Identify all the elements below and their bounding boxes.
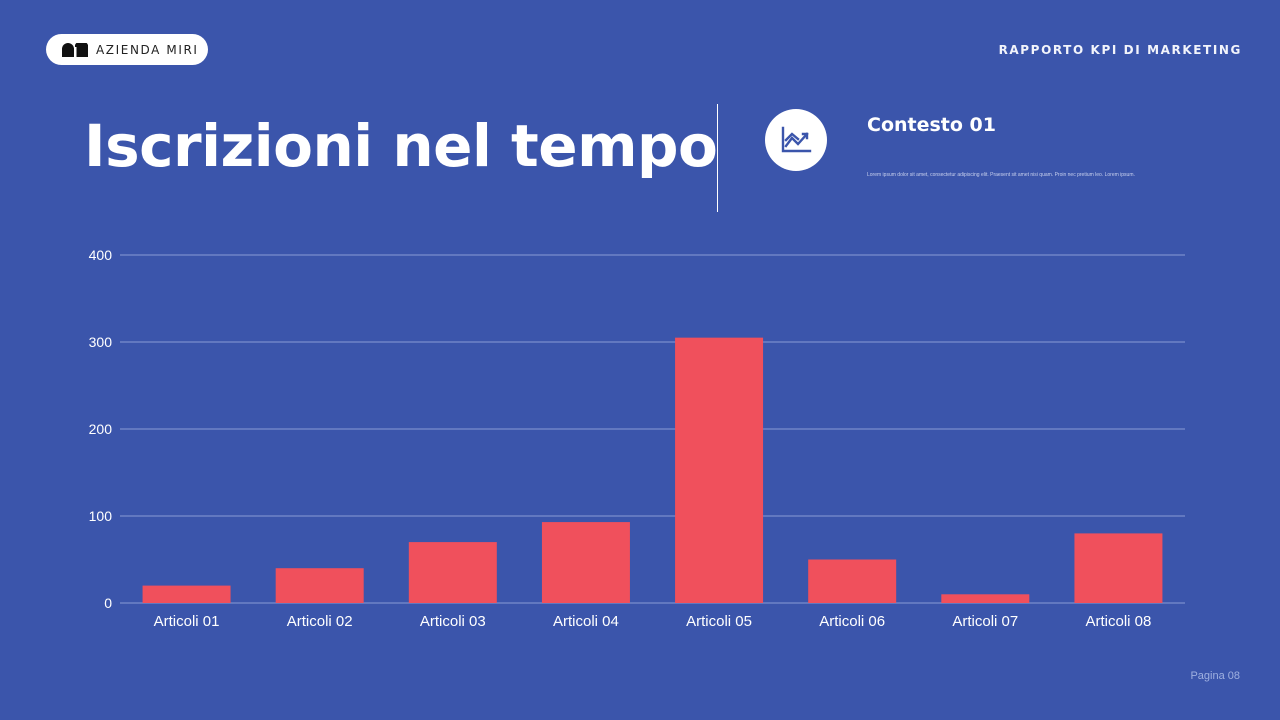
x-tick-label: Articoli 03	[420, 613, 486, 630]
bar	[675, 337, 764, 603]
bar	[408, 542, 497, 603]
x-tick-label: Articoli 06	[819, 613, 885, 630]
y-tick-label: 200	[89, 421, 113, 437]
brand-badge: AZIENDA MIRI	[46, 34, 208, 65]
y-tick-label: 400	[89, 247, 113, 263]
y-tick-label: 300	[89, 334, 113, 350]
x-tick-label: Articoli 01	[154, 613, 220, 630]
page-number: Pagina 08	[1190, 670, 1240, 682]
x-tick-label: Articoli 08	[1086, 613, 1152, 630]
brand-logo-icon	[62, 42, 88, 57]
bar	[808, 559, 897, 603]
bar	[142, 585, 231, 603]
bar	[1074, 533, 1163, 603]
bar	[941, 594, 1030, 603]
x-tick-label: Articoli 05	[686, 613, 752, 630]
bar	[541, 522, 630, 603]
y-tick-label: 0	[104, 595, 112, 611]
context-description: Lorem ipsum dolor sit amet, consectetur …	[867, 172, 1135, 178]
report-title: RAPPORTO KPI DI MARKETING	[998, 43, 1242, 57]
y-tick-label: 100	[89, 508, 113, 524]
bar	[275, 568, 364, 603]
x-tick-label: Articoli 02	[287, 613, 353, 630]
brand-name: AZIENDA MIRI	[96, 42, 199, 57]
context-title: Contesto 01	[867, 114, 996, 136]
x-tick-label: Articoli 07	[952, 613, 1018, 630]
line-chart-icon	[781, 126, 812, 153]
context-icon-badge	[765, 109, 827, 171]
x-tick-label: Articoli 04	[553, 613, 619, 630]
page-title: Iscrizioni nel tempo	[84, 112, 718, 180]
header-divider	[717, 104, 718, 212]
